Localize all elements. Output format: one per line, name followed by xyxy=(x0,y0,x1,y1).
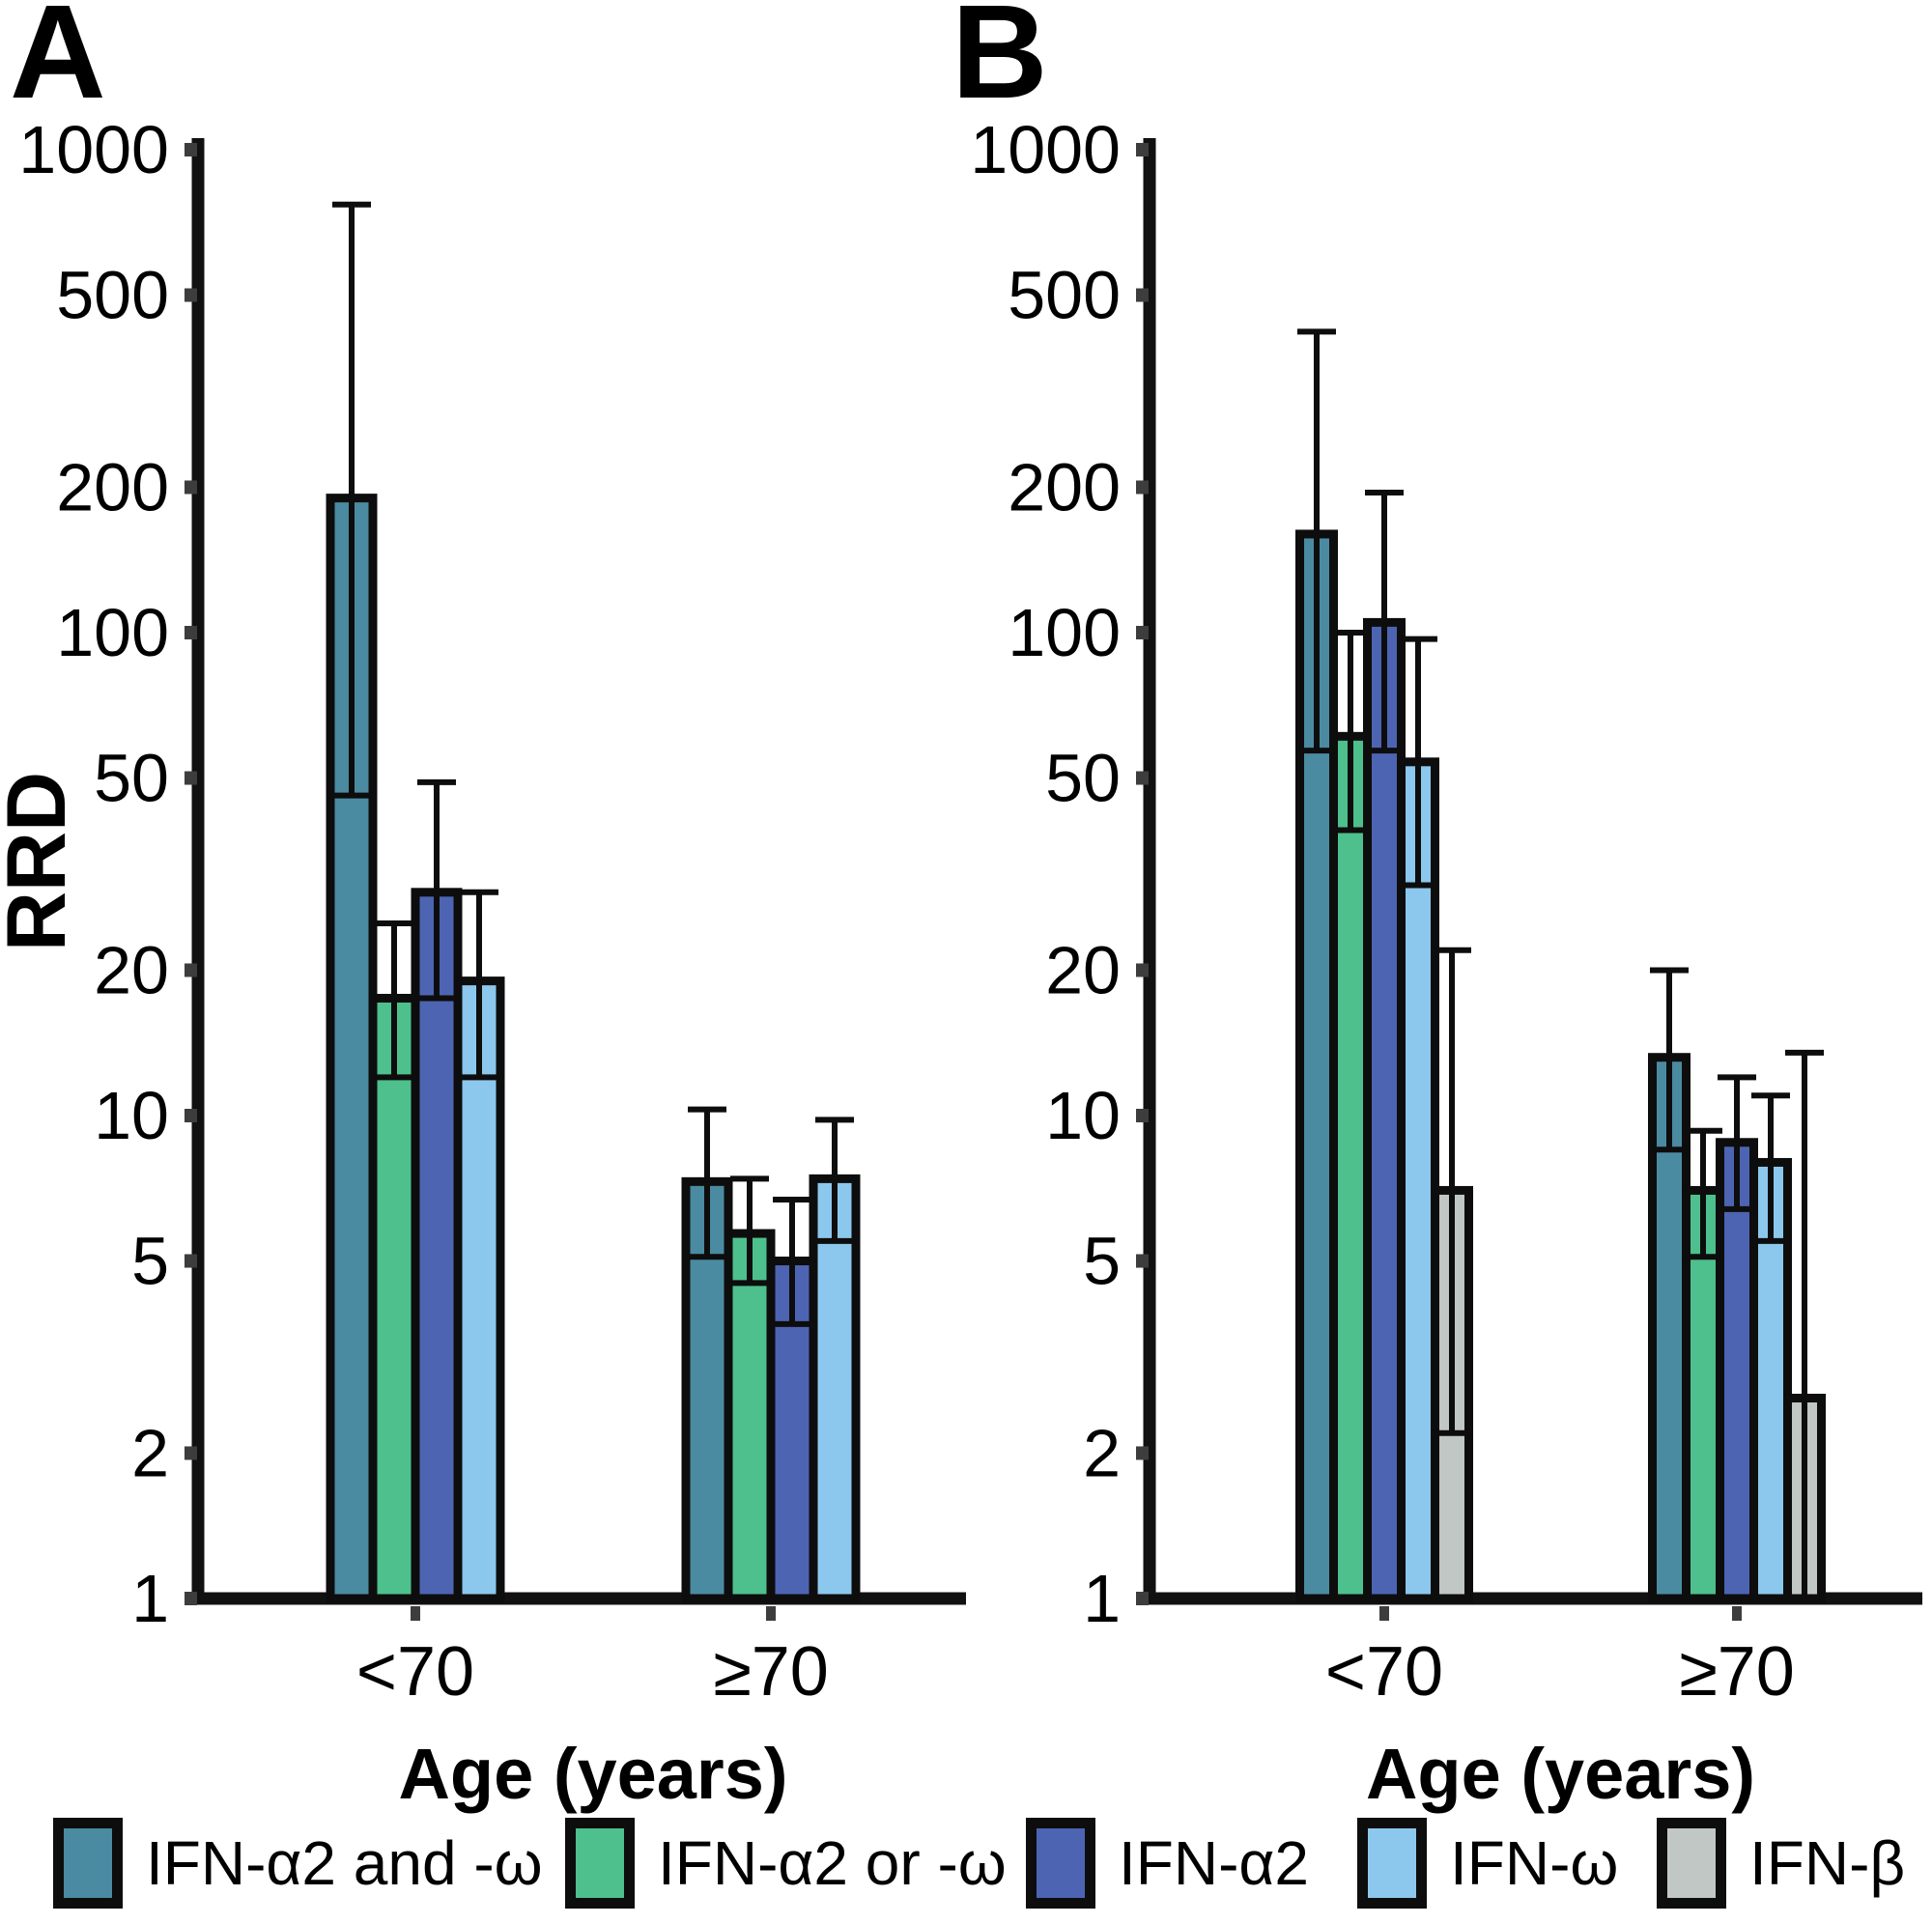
bar-a-lt70-s1 xyxy=(368,993,420,1603)
legend-label: IFN-α2 or -ω xyxy=(658,1828,1007,1898)
y-tick-mark-a xyxy=(185,626,197,639)
x-category-label-a-ge70: ≥70 xyxy=(713,1633,829,1711)
legend-item-3: IFN-α2 xyxy=(1026,1818,1309,1909)
legend-label: IFN-α2 xyxy=(1119,1828,1309,1898)
bar-b-lt70-s1 xyxy=(1329,731,1372,1603)
legend-item-4: IFN-ω xyxy=(1357,1818,1618,1909)
y-tick-label-a-1: 1 xyxy=(131,1561,169,1636)
bar-b-lt70-s2 xyxy=(1363,617,1406,1603)
y-tick-label-a-50: 50 xyxy=(94,741,169,816)
y-tick-mark-b xyxy=(1136,1254,1149,1268)
y-tick-label-a-10: 10 xyxy=(94,1078,169,1153)
y-tick-mark-b xyxy=(1136,1446,1149,1460)
y-tick-label-b-2: 2 xyxy=(1083,1415,1121,1490)
y-tick-mark-a xyxy=(185,480,197,495)
y-tick-mark-b xyxy=(1136,626,1149,639)
legend-item-5: IFN-β xyxy=(1657,1818,1905,1909)
legend-swatch-icon xyxy=(1657,1818,1726,1909)
legend-label: IFN-α2 and -ω xyxy=(146,1828,543,1898)
y-tick-mark-b xyxy=(1136,288,1149,302)
x-tick-mark-a xyxy=(766,1606,776,1621)
x-axis-title-a: Age (years) xyxy=(398,1734,787,1814)
y-tick-mark-a xyxy=(185,1446,197,1460)
legend-swatch-icon xyxy=(53,1818,123,1909)
y-tick-mark-b xyxy=(1136,143,1149,156)
y-tick-mark-a xyxy=(185,963,197,977)
y-tick-label-a-5: 5 xyxy=(131,1224,169,1299)
y-tick-mark-a xyxy=(185,288,197,302)
y-axis-title: RRD xyxy=(0,771,83,952)
y-tick-mark-a xyxy=(185,1254,197,1268)
y-tick-label-b-1000: 1000 xyxy=(970,112,1121,187)
y-tick-mark-b xyxy=(1136,1109,1149,1122)
y-tick-mark-b xyxy=(1136,771,1149,785)
legend-swatch-icon xyxy=(1357,1818,1427,1909)
legend-swatch-icon xyxy=(565,1818,635,1909)
y-tick-label-b-1: 1 xyxy=(1083,1561,1121,1636)
x-tick-mark-a xyxy=(411,1606,420,1621)
y-tick-mark-a xyxy=(185,1592,197,1605)
legend-label: IFN-β xyxy=(1749,1828,1906,1898)
y-tick-mark-a xyxy=(185,771,197,785)
y-tick-label-b-500: 500 xyxy=(1008,258,1121,333)
y-tick-label-b-20: 20 xyxy=(1045,932,1121,1007)
legend-swatch-icon xyxy=(1026,1818,1095,1909)
y-tick-label-a-100: 100 xyxy=(56,595,169,670)
legend-item-2: IFN-α2 or -ω xyxy=(565,1818,1007,1909)
bar-a-ge70-s1 xyxy=(724,1229,776,1603)
y-tick-label-a-1000: 1000 xyxy=(18,112,169,187)
y-tick-label-a-500: 500 xyxy=(56,258,169,333)
y-tick-label-b-5: 5 xyxy=(1083,1224,1121,1299)
legend-item-1: IFN-α2 and -ω xyxy=(53,1818,543,1909)
y-tick-label-a-200: 200 xyxy=(56,449,169,524)
y-tick-label-b-100: 100 xyxy=(1008,595,1121,670)
y-tick-label-b-200: 200 xyxy=(1008,449,1121,524)
x-tick-mark-b xyxy=(1732,1606,1742,1621)
y-tick-mark-a xyxy=(185,143,197,156)
y-tick-mark-b xyxy=(1136,1592,1149,1605)
chart-legend: IFN-α2 and -ω IFN-α2 or -ω IFN-α2 IFN-ω IFN-… xyxy=(0,1818,1932,1924)
y-tick-label-a-20: 20 xyxy=(94,932,169,1007)
panel-a-label: A xyxy=(10,0,106,127)
y-tick-label-b-50: 50 xyxy=(1045,741,1121,816)
legend-label: IFN-ω xyxy=(1450,1828,1619,1898)
y-tick-label-b-10: 10 xyxy=(1045,1078,1121,1153)
y-tick-label-a-2: 2 xyxy=(131,1415,169,1490)
panel-b-label: B xyxy=(952,0,1048,127)
y-tick-mark-b xyxy=(1136,963,1149,977)
x-tick-mark-b xyxy=(1379,1606,1389,1621)
y-tick-mark-b xyxy=(1136,480,1149,495)
x-category-label-b-lt70: <70 xyxy=(1325,1633,1443,1711)
y-tick-mark-a xyxy=(185,1109,197,1122)
x-axis-title-b: Age (years) xyxy=(1366,1734,1755,1814)
x-category-label-a-lt70: <70 xyxy=(356,1633,474,1711)
bar-a-ge70-s3 xyxy=(809,1174,861,1603)
x-category-label-b-ge70: ≥70 xyxy=(1679,1633,1795,1711)
